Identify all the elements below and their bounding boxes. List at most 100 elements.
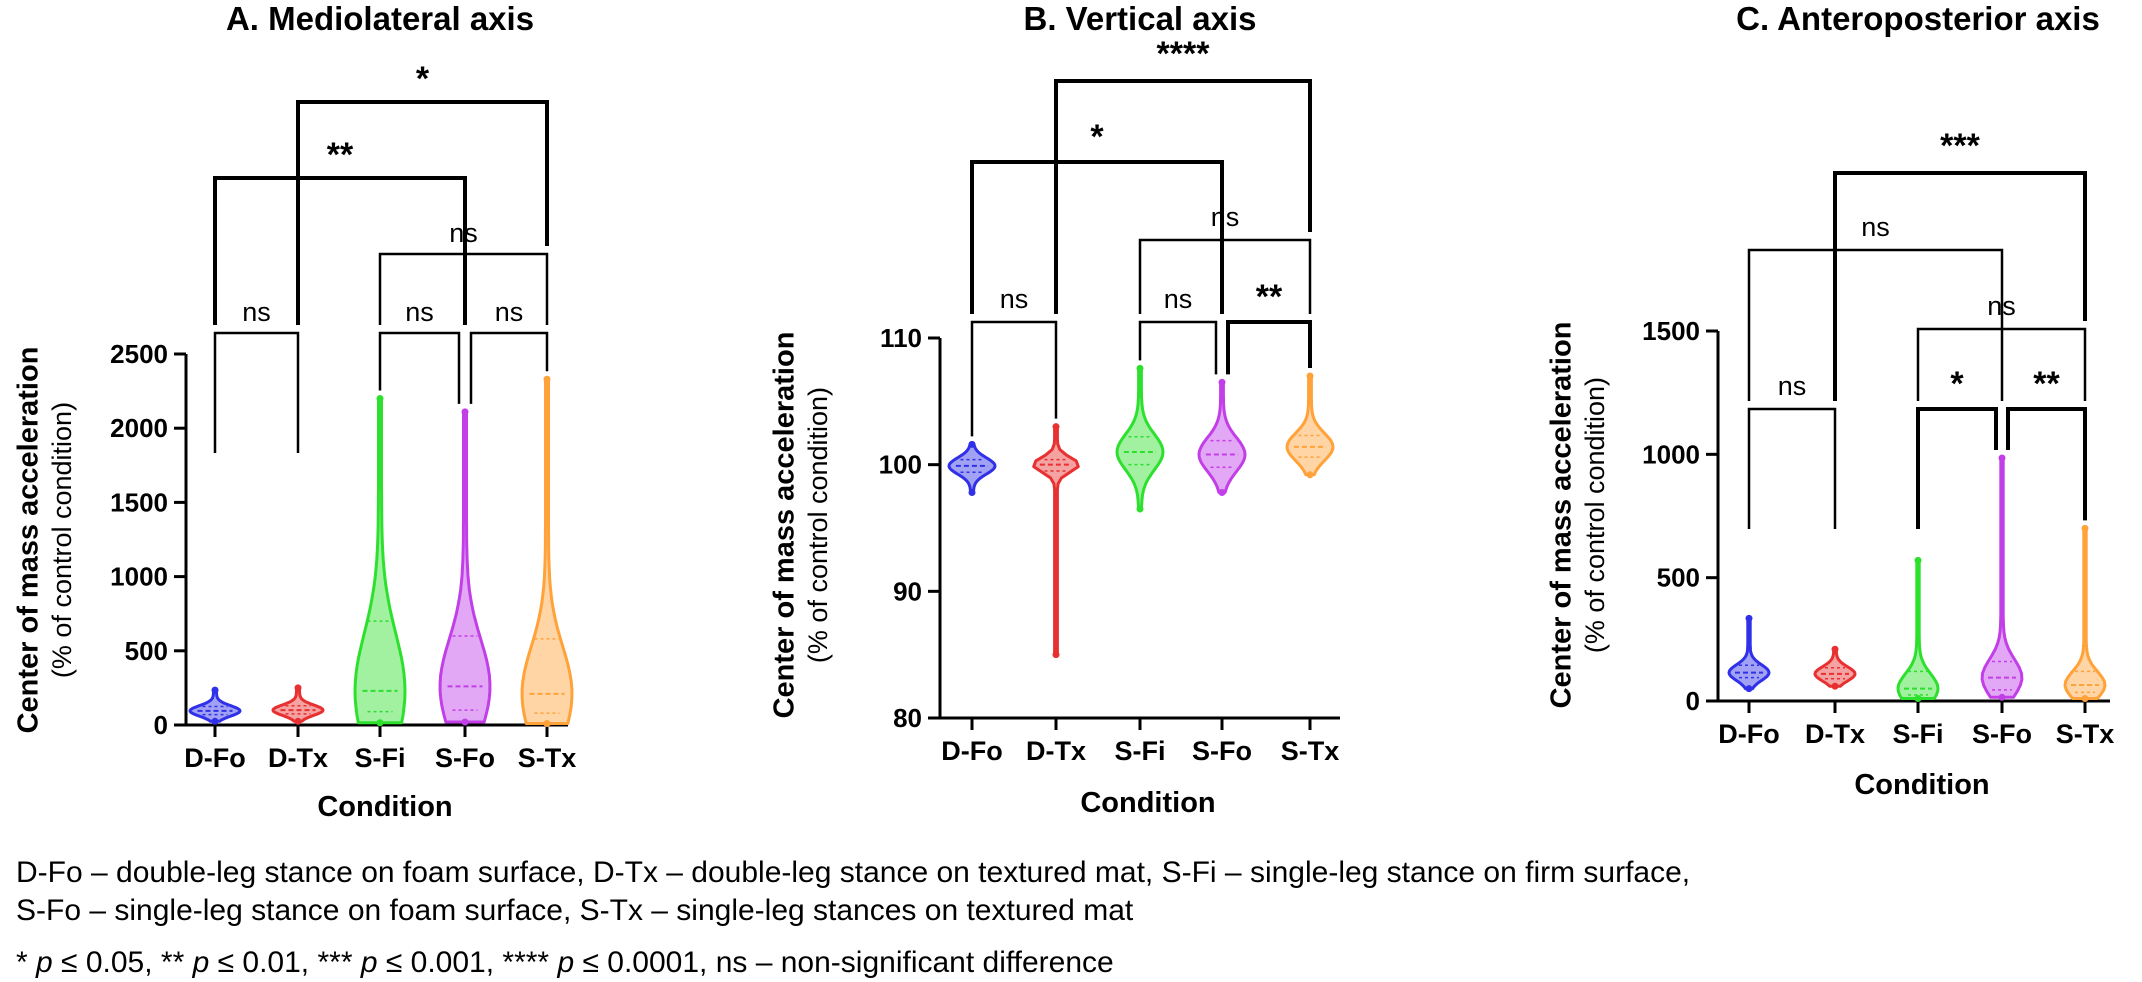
y-tick-label: 110 bbox=[880, 323, 922, 353]
significance-bracket bbox=[213, 176, 467, 325]
significance-label: ** bbox=[2033, 365, 2060, 403]
violin-S-Fo bbox=[438, 410, 492, 724]
violin-min-point bbox=[2081, 695, 2089, 703]
y-axis-sublabel: (% of control condition) bbox=[1580, 377, 1610, 653]
significance-bracket bbox=[1833, 171, 2087, 401]
sig-p-symbol: p bbox=[36, 946, 53, 979]
x-tick-label: S-Tx bbox=[518, 743, 577, 773]
significance-label: **** bbox=[1157, 35, 1211, 73]
significance-label: ns bbox=[405, 297, 434, 327]
significance-legend: * p ≤ 0.05, ** p ≤ 0.01, *** p ≤ 0.001, … bbox=[16, 944, 1114, 982]
violin-D-Fo bbox=[947, 442, 997, 495]
significance-bracket bbox=[469, 331, 549, 404]
violin-max-point bbox=[1218, 378, 1226, 386]
x-tick-label: S-Fi bbox=[355, 743, 406, 773]
violin-max-point bbox=[294, 684, 302, 692]
x-axis-label: Condition bbox=[317, 791, 452, 823]
chart-title: A. Mediolateral axis bbox=[226, 0, 534, 37]
significance-label: ns bbox=[242, 297, 271, 327]
significance-bracket bbox=[1138, 238, 1312, 314]
x-tick-label: D-Fo bbox=[184, 743, 245, 773]
x-tick-label: D-Fo bbox=[1718, 719, 1779, 749]
sig-p-symbol: p bbox=[557, 946, 575, 979]
x-tick-label: S-Tx bbox=[1281, 736, 1340, 766]
significance-label: * bbox=[1950, 365, 1964, 403]
significance-label: ns bbox=[1778, 371, 1807, 401]
y-axis-label: Center of mass acceleration bbox=[13, 347, 45, 734]
y-tick-label: 100 bbox=[879, 450, 922, 480]
x-tick-label: D-Tx bbox=[268, 743, 328, 773]
violin-max-point bbox=[2081, 524, 2089, 532]
violin-min-point bbox=[1136, 505, 1144, 513]
y-tick-label: 1500 bbox=[1642, 316, 1700, 346]
significance-bracket bbox=[378, 331, 461, 404]
violin-max-point bbox=[1052, 423, 1060, 431]
significance-bracket bbox=[1054, 79, 1312, 314]
y-axis-sublabel: (% of control condition) bbox=[47, 402, 77, 678]
violin-min-point bbox=[376, 719, 384, 727]
violin-max-point bbox=[1998, 454, 2006, 462]
significance-label: ns bbox=[1861, 212, 1890, 242]
violin-min-point bbox=[543, 720, 551, 728]
y-axis-label: Center of mass acceleration bbox=[1546, 322, 1578, 709]
x-tick-label: D-Fo bbox=[941, 736, 1002, 766]
significance-bracket bbox=[970, 320, 1058, 437]
violin-D-Tx bbox=[1813, 647, 1857, 688]
abbreviations-line-1: D-Fo – double-leg stance on foam surface… bbox=[16, 856, 1691, 889]
sig-text: ≤ 0.001, **** bbox=[377, 946, 558, 979]
violin-min-point bbox=[968, 489, 976, 497]
chart-title: C. Anteroposterior axis bbox=[1736, 0, 2100, 37]
y-tick-label: 80 bbox=[893, 703, 922, 733]
violin-min-point bbox=[1306, 471, 1314, 479]
violin-max-point bbox=[461, 408, 469, 416]
y-tick-label: 500 bbox=[125, 636, 168, 666]
violin-max-point bbox=[968, 440, 976, 448]
x-tick-label: S-Fo bbox=[1972, 719, 2032, 749]
violin-max-point bbox=[1831, 645, 1839, 653]
chart-panel-1: A. Mediolateral axis 0 500 1000 1500 2000 2500… bbox=[13, 0, 577, 823]
significance-label: ns bbox=[495, 297, 524, 327]
y-tick-label: 2000 bbox=[110, 413, 168, 443]
significance-label: *** bbox=[1940, 127, 1980, 165]
violin-S-Fo bbox=[1197, 380, 1247, 495]
x-tick-label: D-Tx bbox=[1026, 736, 1086, 766]
violin-max-point bbox=[1914, 556, 1922, 564]
significance-bracket bbox=[1226, 320, 1312, 375]
sig-p-symbol: p bbox=[192, 946, 210, 979]
y-axis-sublabel: (% of control condition) bbox=[803, 387, 833, 663]
significance-bracket bbox=[970, 160, 1224, 314]
sig-text: * bbox=[16, 946, 37, 979]
violin-max-point bbox=[211, 686, 219, 694]
violin-D-Fo bbox=[1727, 616, 1771, 691]
y-tick-label: 90 bbox=[893, 576, 922, 606]
violin-S-Tx bbox=[2063, 526, 2107, 701]
significance-bracket bbox=[296, 100, 549, 325]
violin-min-point bbox=[1831, 682, 1839, 690]
significance-bracket bbox=[213, 331, 300, 453]
violin-S-Fi bbox=[1896, 558, 1940, 701]
chart-panel-2: B. Vertical axis 80 90 100 110 Center of mass… bbox=[769, 0, 1340, 819]
significance-label: ns bbox=[1211, 202, 1240, 232]
y-tick-label: 0 bbox=[1686, 686, 1700, 716]
violin-max-point bbox=[543, 375, 551, 383]
violin-D-Fo bbox=[188, 688, 242, 723]
y-tick-label: 1000 bbox=[110, 562, 168, 592]
violin-min-point bbox=[1745, 685, 1753, 693]
violin-max-point bbox=[1745, 614, 1753, 622]
significance-label: ** bbox=[327, 136, 354, 174]
violin-min-point bbox=[461, 718, 469, 726]
chart-panel-3: C. Anteroposterior axis 0 500 1000 1500 Cente… bbox=[1546, 0, 2115, 801]
y-tick-label: 500 bbox=[1657, 563, 1700, 593]
violin-max-point bbox=[1306, 372, 1314, 380]
y-tick-label: 2500 bbox=[110, 339, 168, 369]
significance-bracket bbox=[1916, 407, 1998, 529]
x-tick-label: S-Fo bbox=[435, 743, 495, 773]
abbreviations-line-2: S-Fo – single-leg stance on foam surface… bbox=[16, 894, 1134, 927]
violin-S-Fo bbox=[1980, 456, 2024, 699]
significance-label: ns bbox=[1164, 284, 1193, 314]
violin-min-point bbox=[294, 717, 302, 725]
violin-max-point bbox=[376, 395, 384, 403]
significance-bracket bbox=[2006, 407, 2087, 521]
sig-text: ≤ 0.01, *** bbox=[209, 946, 361, 979]
violin-S-Tx bbox=[1285, 374, 1335, 477]
